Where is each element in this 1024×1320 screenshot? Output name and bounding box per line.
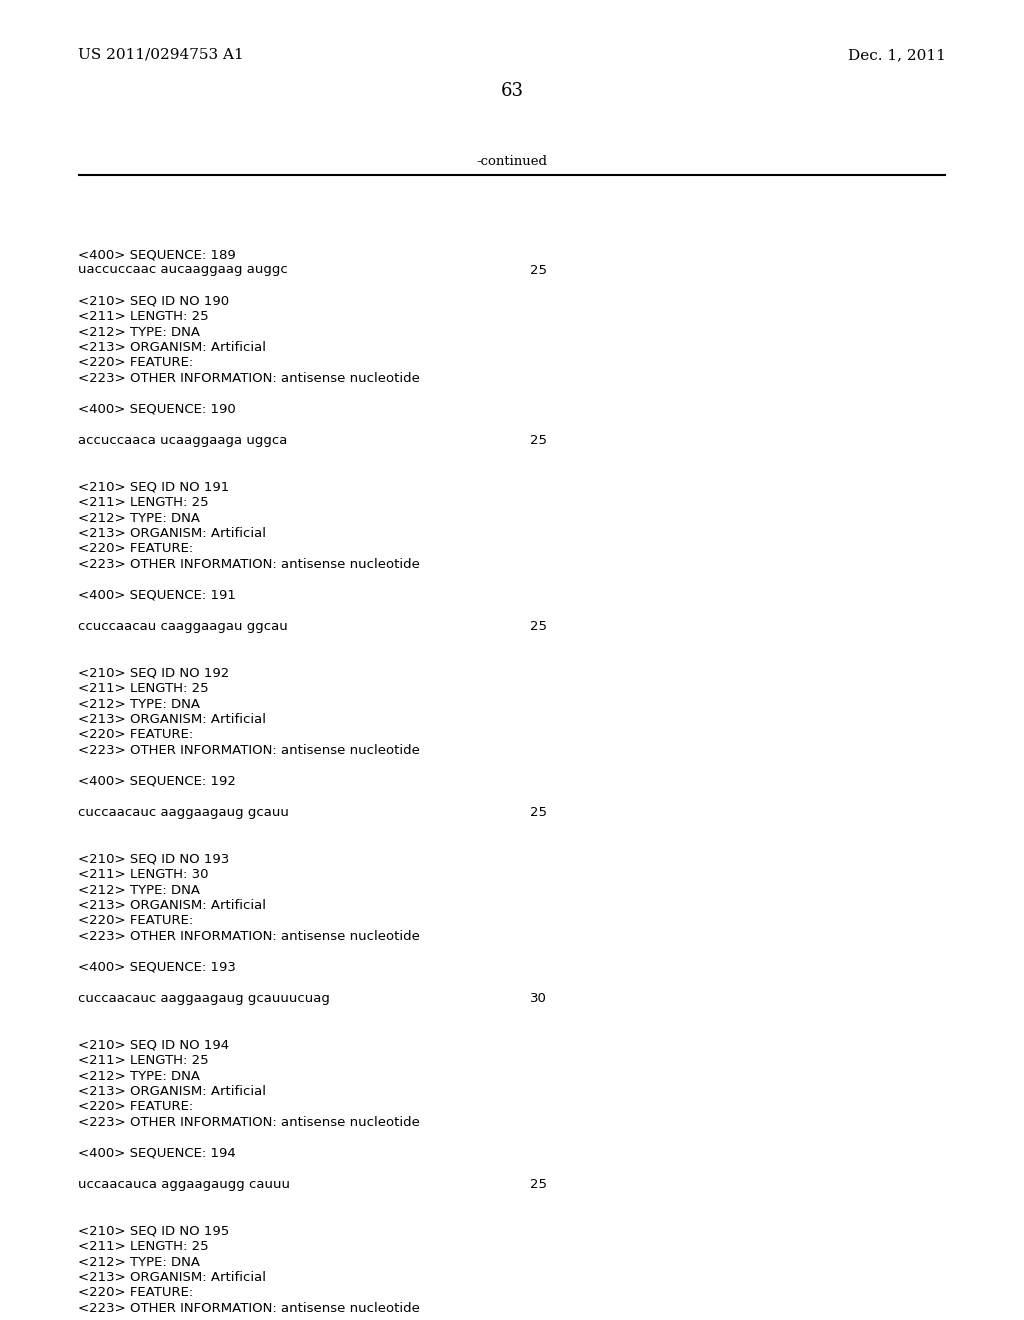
Text: 63: 63 bbox=[501, 82, 523, 100]
Text: <220> FEATURE:: <220> FEATURE: bbox=[78, 729, 194, 742]
Text: <213> ORGANISM: Artificial: <213> ORGANISM: Artificial bbox=[78, 713, 266, 726]
Text: <223> OTHER INFORMATION: antisense nucleotide: <223> OTHER INFORMATION: antisense nucle… bbox=[78, 1302, 420, 1315]
Text: <220> FEATURE:: <220> FEATURE: bbox=[78, 1287, 194, 1299]
Text: <400> SEQUENCE: 194: <400> SEQUENCE: 194 bbox=[78, 1147, 236, 1160]
Text: <213> ORGANISM: Artificial: <213> ORGANISM: Artificial bbox=[78, 1271, 266, 1284]
Text: <210> SEQ ID NO 191: <210> SEQ ID NO 191 bbox=[78, 480, 229, 494]
Text: 25: 25 bbox=[530, 807, 547, 818]
Text: US 2011/0294753 A1: US 2011/0294753 A1 bbox=[78, 48, 244, 62]
Text: <223> OTHER INFORMATION: antisense nucleotide: <223> OTHER INFORMATION: antisense nucle… bbox=[78, 1115, 420, 1129]
Text: <210> SEQ ID NO 195: <210> SEQ ID NO 195 bbox=[78, 1225, 229, 1238]
Text: accuccaaca ucaaggaaga uggca: accuccaaca ucaaggaaga uggca bbox=[78, 434, 288, 447]
Text: <400> SEQUENCE: 192: <400> SEQUENCE: 192 bbox=[78, 775, 236, 788]
Text: <211> LENGTH: 25: <211> LENGTH: 25 bbox=[78, 496, 209, 510]
Text: <213> ORGANISM: Artificial: <213> ORGANISM: Artificial bbox=[78, 341, 266, 354]
Text: 25: 25 bbox=[530, 620, 547, 634]
Text: <400> SEQUENCE: 190: <400> SEQUENCE: 190 bbox=[78, 403, 236, 416]
Text: <210> SEQ ID NO 194: <210> SEQ ID NO 194 bbox=[78, 1039, 229, 1052]
Text: <213> ORGANISM: Artificial: <213> ORGANISM: Artificial bbox=[78, 899, 266, 912]
Text: <213> ORGANISM: Artificial: <213> ORGANISM: Artificial bbox=[78, 527, 266, 540]
Text: <210> SEQ ID NO 190: <210> SEQ ID NO 190 bbox=[78, 294, 229, 308]
Text: <220> FEATURE:: <220> FEATURE: bbox=[78, 543, 194, 556]
Text: <211> LENGTH: 25: <211> LENGTH: 25 bbox=[78, 1053, 209, 1067]
Text: cuccaacauc aaggaagaug gcauuucuag: cuccaacauc aaggaagaug gcauuucuag bbox=[78, 993, 330, 1005]
Text: <220> FEATURE:: <220> FEATURE: bbox=[78, 356, 194, 370]
Text: <210> SEQ ID NO 193: <210> SEQ ID NO 193 bbox=[78, 853, 229, 866]
Text: <211> LENGTH: 25: <211> LENGTH: 25 bbox=[78, 1239, 209, 1253]
Text: 25: 25 bbox=[530, 264, 547, 276]
Text: 25: 25 bbox=[530, 434, 547, 447]
Text: <400> SEQUENCE: 193: <400> SEQUENCE: 193 bbox=[78, 961, 236, 974]
Text: -continued: -continued bbox=[476, 154, 548, 168]
Text: <400> SEQUENCE: 191: <400> SEQUENCE: 191 bbox=[78, 589, 236, 602]
Text: uaccuccaac aucaaggaag auggc: uaccuccaac aucaaggaag auggc bbox=[78, 264, 288, 276]
Text: <223> OTHER INFORMATION: antisense nucleotide: <223> OTHER INFORMATION: antisense nucle… bbox=[78, 744, 420, 756]
Text: <212> TYPE: DNA: <212> TYPE: DNA bbox=[78, 511, 200, 524]
Text: <213> ORGANISM: Artificial: <213> ORGANISM: Artificial bbox=[78, 1085, 266, 1098]
Text: <223> OTHER INFORMATION: antisense nucleotide: <223> OTHER INFORMATION: antisense nucle… bbox=[78, 372, 420, 385]
Text: cuccaacauc aaggaagaug gcauu: cuccaacauc aaggaagaug gcauu bbox=[78, 807, 289, 818]
Text: <211> LENGTH: 30: <211> LENGTH: 30 bbox=[78, 869, 209, 880]
Text: <211> LENGTH: 25: <211> LENGTH: 25 bbox=[78, 682, 209, 696]
Text: <212> TYPE: DNA: <212> TYPE: DNA bbox=[78, 1069, 200, 1082]
Text: 25: 25 bbox=[530, 1177, 547, 1191]
Text: <220> FEATURE:: <220> FEATURE: bbox=[78, 915, 194, 928]
Text: <212> TYPE: DNA: <212> TYPE: DNA bbox=[78, 697, 200, 710]
Text: <210> SEQ ID NO 192: <210> SEQ ID NO 192 bbox=[78, 667, 229, 680]
Text: uccaacauca aggaagaugg cauuu: uccaacauca aggaagaugg cauuu bbox=[78, 1177, 290, 1191]
Text: <211> LENGTH: 25: <211> LENGTH: 25 bbox=[78, 310, 209, 323]
Text: <212> TYPE: DNA: <212> TYPE: DNA bbox=[78, 326, 200, 338]
Text: <212> TYPE: DNA: <212> TYPE: DNA bbox=[78, 1255, 200, 1269]
Text: 30: 30 bbox=[530, 993, 547, 1005]
Text: <223> OTHER INFORMATION: antisense nucleotide: <223> OTHER INFORMATION: antisense nucle… bbox=[78, 931, 420, 942]
Text: <220> FEATURE:: <220> FEATURE: bbox=[78, 1101, 194, 1114]
Text: Dec. 1, 2011: Dec. 1, 2011 bbox=[848, 48, 946, 62]
Text: <400> SEQUENCE: 189: <400> SEQUENCE: 189 bbox=[78, 248, 236, 261]
Text: ccuccaacau caaggaagau ggcau: ccuccaacau caaggaagau ggcau bbox=[78, 620, 288, 634]
Text: <212> TYPE: DNA: <212> TYPE: DNA bbox=[78, 883, 200, 896]
Text: <223> OTHER INFORMATION: antisense nucleotide: <223> OTHER INFORMATION: antisense nucle… bbox=[78, 558, 420, 572]
